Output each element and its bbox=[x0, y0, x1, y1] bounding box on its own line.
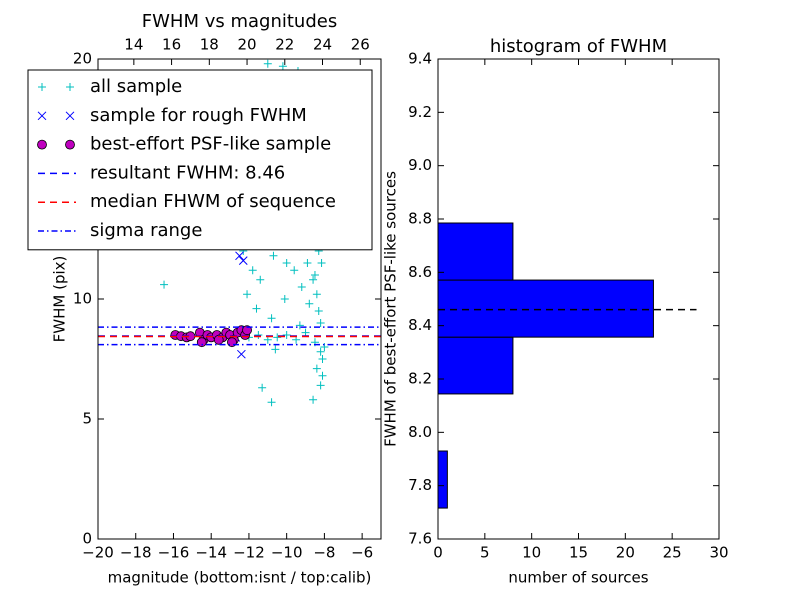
point bbox=[256, 275, 265, 284]
y-tick-label: 8.8 bbox=[408, 210, 432, 228]
x-tick-label: −16 bbox=[158, 544, 190, 562]
x-tick-label: 24 bbox=[313, 36, 332, 54]
y-tick-label: 8.2 bbox=[408, 370, 432, 388]
point bbox=[248, 266, 257, 275]
x-tick-label: −18 bbox=[120, 544, 152, 562]
point bbox=[318, 355, 327, 363]
x-tick-label: 15 bbox=[569, 544, 588, 562]
y-axis-label: FWHM (pix) bbox=[51, 256, 69, 343]
point bbox=[237, 349, 246, 359]
point bbox=[282, 259, 291, 267]
x-tick-label: 16 bbox=[162, 36, 181, 54]
y-tick-label: 9.2 bbox=[408, 103, 432, 121]
point bbox=[252, 304, 261, 313]
x-tick-label: −20 bbox=[82, 544, 114, 562]
x-tick-label: −6 bbox=[351, 544, 373, 562]
point bbox=[305, 299, 314, 308]
x-tick-label: −12 bbox=[233, 544, 265, 562]
legend-label: sigma range bbox=[90, 220, 202, 241]
legend-marker bbox=[65, 111, 75, 121]
point bbox=[309, 395, 318, 404]
x-tick-label: −14 bbox=[195, 544, 227, 562]
bar bbox=[437, 336, 514, 395]
x-tick-label: 18 bbox=[200, 36, 219, 54]
point bbox=[235, 251, 244, 261]
point bbox=[243, 290, 252, 299]
y-tick-label: 7.6 bbox=[408, 530, 432, 548]
point bbox=[317, 259, 326, 267]
point bbox=[282, 331, 291, 339]
point bbox=[303, 259, 312, 267]
x-tick-label: 0 bbox=[433, 544, 443, 562]
x-axis-label: number of sources bbox=[508, 569, 648, 587]
y-tick-label: 20 bbox=[73, 50, 92, 68]
x-tick-label: 22 bbox=[275, 36, 294, 54]
point bbox=[258, 383, 267, 392]
x-tick-label: 25 bbox=[663, 544, 682, 562]
point bbox=[267, 398, 276, 407]
legend-label: all sample bbox=[90, 76, 182, 97]
y-axis-label: FWHM of best-effort PSF-like sources bbox=[382, 171, 400, 447]
point bbox=[295, 321, 304, 330]
legend-label: resultant FWHM: 8.46 bbox=[90, 162, 285, 183]
x-tick-label: 30 bbox=[709, 544, 728, 562]
point bbox=[316, 381, 325, 390]
point bbox=[273, 333, 282, 342]
point bbox=[254, 331, 263, 339]
x-tick-label: 14 bbox=[124, 36, 143, 54]
point bbox=[310, 271, 319, 279]
y-tick-label: 9.4 bbox=[408, 50, 432, 68]
point bbox=[238, 256, 248, 265]
point bbox=[196, 337, 207, 348]
point bbox=[160, 280, 169, 289]
point bbox=[290, 266, 299, 275]
point bbox=[309, 275, 318, 284]
point bbox=[267, 314, 276, 323]
legend-label: sample for rough FWHM bbox=[90, 105, 307, 126]
bar bbox=[437, 279, 654, 338]
x-tick-label: 5 bbox=[480, 544, 490, 562]
x-tick-label: −10 bbox=[271, 544, 303, 562]
legend-marker bbox=[65, 139, 75, 150]
point bbox=[242, 325, 252, 336]
point bbox=[297, 283, 306, 291]
chart-title: histogram of FWHM bbox=[490, 36, 667, 57]
y-tick-label: 0 bbox=[82, 530, 92, 548]
legend-marker bbox=[38, 83, 46, 91]
legend-label: best-effort PSF-like sample bbox=[90, 134, 331, 155]
y-tick-label: 8.4 bbox=[408, 316, 432, 334]
point bbox=[316, 319, 325, 327]
bar bbox=[437, 222, 514, 281]
y-tick-label: 10 bbox=[73, 290, 92, 308]
y-tick-label: 8.0 bbox=[408, 423, 432, 441]
y-tick-label: 9.0 bbox=[408, 156, 432, 174]
point bbox=[269, 251, 278, 260]
legend-box bbox=[27, 69, 373, 251]
x-axis-label: magnitude (bottom:isnt / top:calib) bbox=[108, 569, 372, 587]
y-tick-label: 5 bbox=[82, 410, 92, 428]
x-tick-label: 20 bbox=[616, 544, 635, 562]
point bbox=[312, 290, 321, 299]
point bbox=[280, 295, 289, 303]
legend-marker bbox=[37, 139, 47, 150]
point bbox=[263, 59, 272, 68]
chart-title: FWHM vs magnitudes bbox=[142, 11, 337, 32]
x-tick-label: −8 bbox=[313, 544, 335, 562]
point bbox=[318, 371, 327, 380]
x-tick-label: 20 bbox=[237, 36, 256, 54]
x-tick-label: 10 bbox=[522, 544, 541, 562]
legend-label: median FHWM of sequence bbox=[90, 191, 336, 212]
point bbox=[314, 307, 323, 315]
bar bbox=[437, 450, 448, 509]
y-tick-label: 7.8 bbox=[408, 476, 432, 494]
point bbox=[316, 347, 325, 356]
y-tick-label: 8.6 bbox=[408, 263, 432, 281]
x-tick-label: 26 bbox=[351, 36, 370, 54]
legend-marker bbox=[37, 111, 47, 121]
point bbox=[278, 62, 287, 71]
point bbox=[312, 364, 321, 373]
point bbox=[271, 345, 280, 354]
legend-marker bbox=[66, 83, 74, 91]
